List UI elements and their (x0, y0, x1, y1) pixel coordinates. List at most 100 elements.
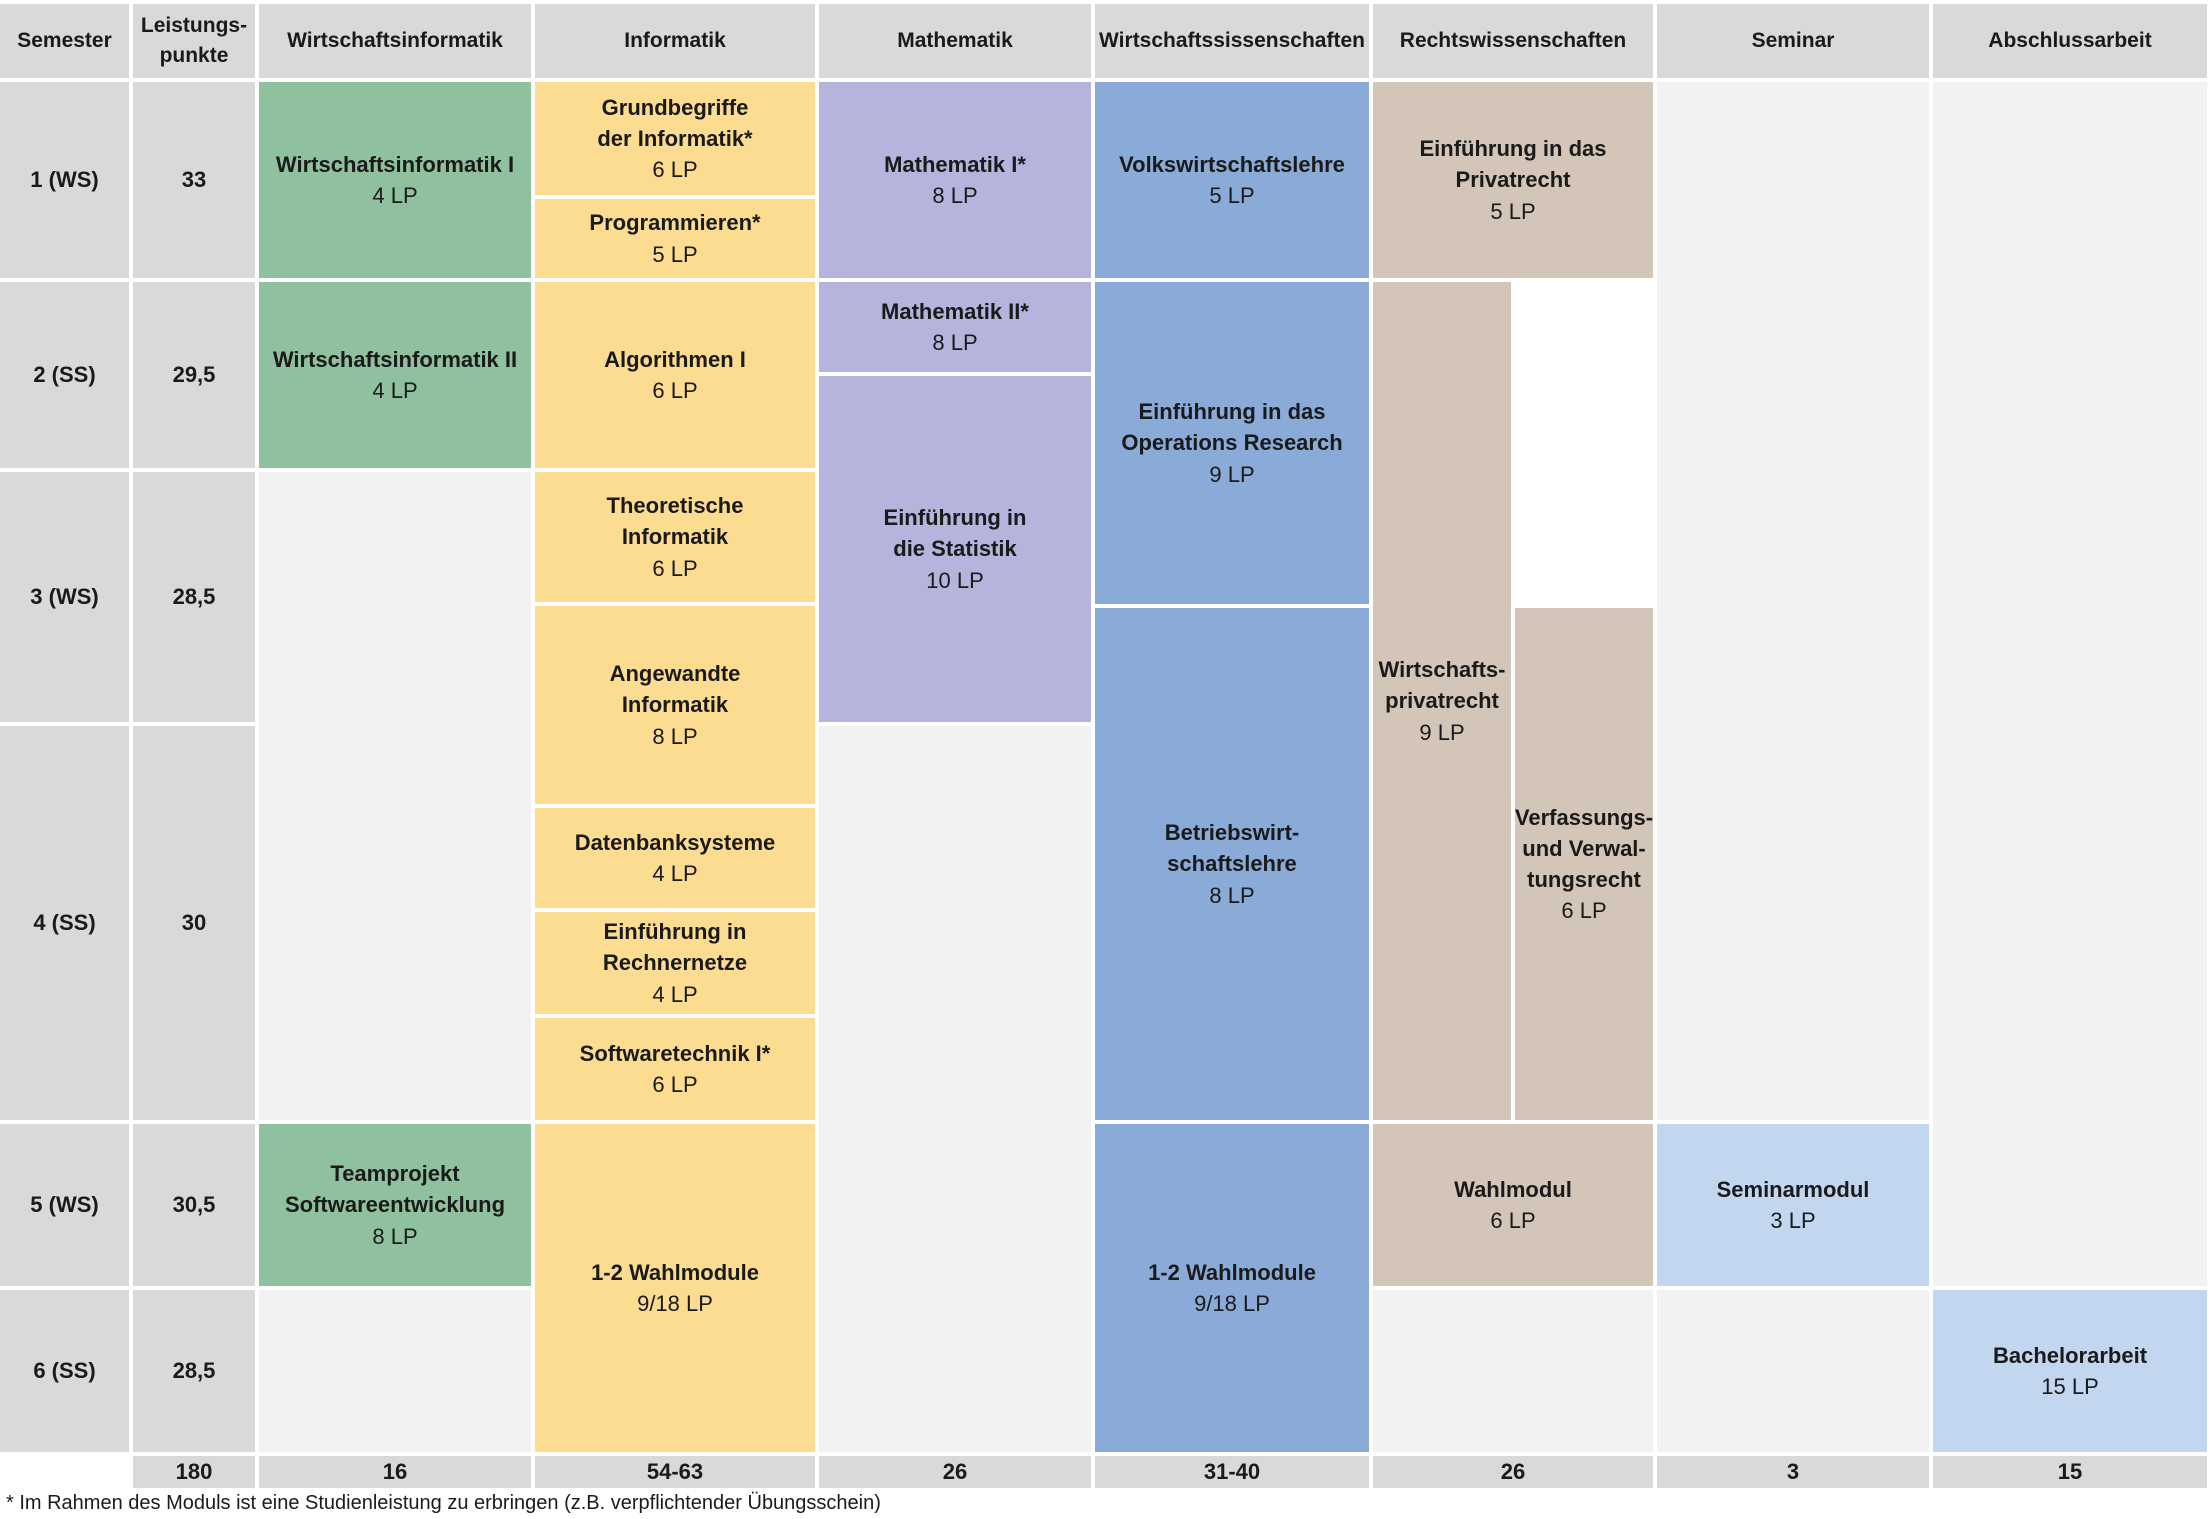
header-wirtschaftsinformatik-label: Wirtschaftsinformatik (287, 29, 503, 53)
module-name: 1-2 Wahlmodule (591, 1259, 759, 1285)
header-mathematik-label: Mathematik (897, 29, 1013, 53)
module-seminar[interactable]: Seminarmodul 3 LP (1657, 1124, 1929, 1286)
module-teamprojekt[interactable]: Teamprojekt Softwareentwicklung 8 LP (259, 1124, 531, 1286)
module-name: Wirtschaftsinformatik I (275, 151, 515, 177)
module-volkswirtschaftslehre[interactable]: Volkswirtschaftslehre 5 LP (1095, 82, 1369, 278)
module-name: Mathematik I* (884, 151, 1026, 177)
module-statistik[interactable]: Einführung in die Statistik 10 LP (819, 376, 1091, 722)
empty-cell (259, 472, 531, 1120)
semester-3-lp: 28,5 (133, 472, 255, 722)
module-lp: 6 LP (1561, 898, 1607, 924)
total-value: 16 (382, 1459, 408, 1485)
module-programmieren[interactable]: Programmieren* 5 LP (535, 199, 815, 278)
semester-1-lp: 33 (133, 82, 255, 278)
header-mathematik: Mathematik (819, 4, 1091, 78)
module-name: Verfassungs- und Verwal- tungsrecht (1514, 804, 1654, 892)
module-name: Einführung in Rechnernetze (602, 919, 748, 976)
module-lp: 9/18 LP (1194, 1291, 1270, 1316)
total-value: 26 (942, 1459, 968, 1485)
header-wirtschaftsinformatik: Wirtschaftsinformatik (259, 4, 531, 78)
module-wiwi-wahlmodule[interactable]: 1-2 Wahlmodule 9/18 LP (1095, 1124, 1369, 1452)
module-lp: 8 LP (372, 1223, 418, 1249)
module-lp: 9/18 LP (637, 1291, 713, 1316)
semester-4-lp: 30 (133, 726, 255, 1120)
module-grundbegriffe[interactable]: Grundbegriffe der Informatik* 6 LP (535, 82, 815, 195)
semester-2: 2 (SS) (0, 282, 129, 468)
total-value: 180 (175, 1459, 213, 1485)
module-name: Softwaretechnik I* (579, 1040, 771, 1066)
module-lp: 6 LP (1490, 1208, 1536, 1233)
module-algorithmen[interactable]: Algorithmen I 6 LP (535, 282, 815, 468)
total-rechtswissenschaften: 26 (1373, 1456, 1653, 1488)
semester-5-lp: 30,5 (133, 1124, 255, 1286)
total-lp: 180 (133, 1456, 255, 1488)
module-softwaretechnik[interactable]: Softwaretechnik I* 6 LP (535, 1018, 815, 1120)
module-privatrecht[interactable]: Einführung in das Privatrecht 5 LP (1373, 82, 1653, 278)
module-lp: 4 LP (652, 981, 698, 1007)
header-semester-label: Semester (17, 29, 112, 53)
module-name: Angewandte Informatik (609, 661, 741, 718)
semester-label: 3 (WS) (30, 584, 99, 610)
module-wirtschaftsinformatik-2[interactable]: Wirtschaftsinformatik II 4 LP (259, 282, 531, 468)
semester-label: 5 (WS) (30, 1192, 99, 1218)
module-name: Einführung in das Operations Research (1121, 399, 1343, 456)
total-value: 31-40 (1203, 1459, 1261, 1485)
header-leistungspunkte-label: Leistungs- punkte (140, 14, 248, 67)
semester-1: 1 (WS) (0, 82, 129, 278)
module-lp: 8 LP (932, 183, 978, 208)
semester-4: 4 (SS) (0, 726, 129, 1120)
semester-6-lp: 28,5 (133, 1290, 255, 1452)
module-lp: 6 LP (652, 555, 698, 581)
header-abschlussarbeit: Abschlussarbeit (1933, 4, 2207, 78)
semester-label: 6 (SS) (33, 1358, 96, 1384)
module-operations-research[interactable]: Einführung in das Operations Research 9 … (1095, 282, 1369, 604)
module-name: Einführung in die Statistik (883, 505, 1027, 562)
module-wirtschaftsprivatrecht[interactable]: Wirtschafts- privatrecht 9 LP (1373, 282, 1511, 1120)
total-mathematik: 26 (819, 1456, 1091, 1488)
module-informatik-wahlmodule[interactable]: 1-2 Wahlmodule 9/18 LP (535, 1124, 815, 1452)
module-name: Volkswirtschaftslehre (1119, 151, 1345, 177)
header-seminar: Seminar (1657, 4, 1929, 78)
lp-value: 33 (181, 167, 207, 193)
semester-label: 2 (SS) (33, 362, 96, 388)
module-lp: 6 LP (652, 157, 698, 183)
empty-cell (1657, 1290, 1929, 1452)
module-name: Wirtschafts- privatrecht (1378, 657, 1506, 714)
module-lp: 4 LP (372, 378, 418, 403)
module-lp: 6 LP (652, 378, 698, 403)
module-rechnernetze[interactable]: Einführung in Rechnernetze 4 LP (535, 912, 815, 1014)
module-name: Betriebswirt- schaftslehre (1164, 820, 1300, 877)
footnote: * Im Rahmen des Moduls ist eine Studienl… (6, 1492, 881, 1514)
module-lp: 5 LP (652, 241, 698, 267)
module-name: Theoretische Informatik (606, 493, 744, 550)
header-abschlussarbeit-label: Abschlussarbeit (1988, 29, 2152, 53)
module-mathematik-2[interactable]: Mathematik II* 8 LP (819, 282, 1091, 372)
semester-2-lp: 29,5 (133, 282, 255, 468)
module-angewandte-informatik[interactable]: Angewandte Informatik 8 LP (535, 606, 815, 804)
empty-cell (1373, 1290, 1653, 1452)
module-datenbanksysteme[interactable]: Datenbanksysteme 4 LP (535, 808, 815, 908)
lp-value: 30,5 (172, 1192, 216, 1218)
empty-cell (1657, 82, 1929, 1120)
module-verfassungsrecht[interactable]: Verfassungs- und Verwal- tungsrecht 6 LP (1515, 608, 1653, 1120)
module-bachelorarbeit[interactable]: Bachelorarbeit 15 LP (1933, 1290, 2207, 1452)
module-recht-wahlmodul[interactable]: Wahlmodul 6 LP (1373, 1124, 1653, 1286)
module-mathematik-1[interactable]: Mathematik I* 8 LP (819, 82, 1091, 278)
module-betriebswirtschaftslehre[interactable]: Betriebswirt- schaftslehre 8 LP (1095, 608, 1369, 1120)
module-name: 1-2 Wahlmodule (1148, 1259, 1316, 1285)
module-name: Wirtschaftsinformatik II (272, 346, 518, 372)
empty-cell (259, 1290, 531, 1452)
lp-value: 28,5 (172, 1358, 216, 1384)
module-lp: 4 LP (372, 183, 418, 208)
total-value: 26 (1500, 1459, 1526, 1485)
header-semester: Semester (0, 4, 129, 78)
header-wirtschaftswissenschaften-label: Wirtschaftssissenschaften (1099, 29, 1365, 53)
module-wirtschaftsinformatik-1[interactable]: Wirtschaftsinformatik I 4 LP (259, 82, 531, 278)
module-theoretische-informatik[interactable]: Theoretische Informatik 6 LP (535, 472, 815, 602)
module-name: Seminarmodul (1716, 1176, 1870, 1202)
module-name: Teamprojekt Softwareentwicklung (284, 1161, 506, 1218)
module-lp: 6 LP (652, 1072, 698, 1097)
total-abschlussarbeit: 15 (1933, 1456, 2207, 1488)
header-leistungspunkte: Leistungs- punkte (133, 4, 255, 78)
header-seminar-label: Seminar (1751, 29, 1835, 53)
